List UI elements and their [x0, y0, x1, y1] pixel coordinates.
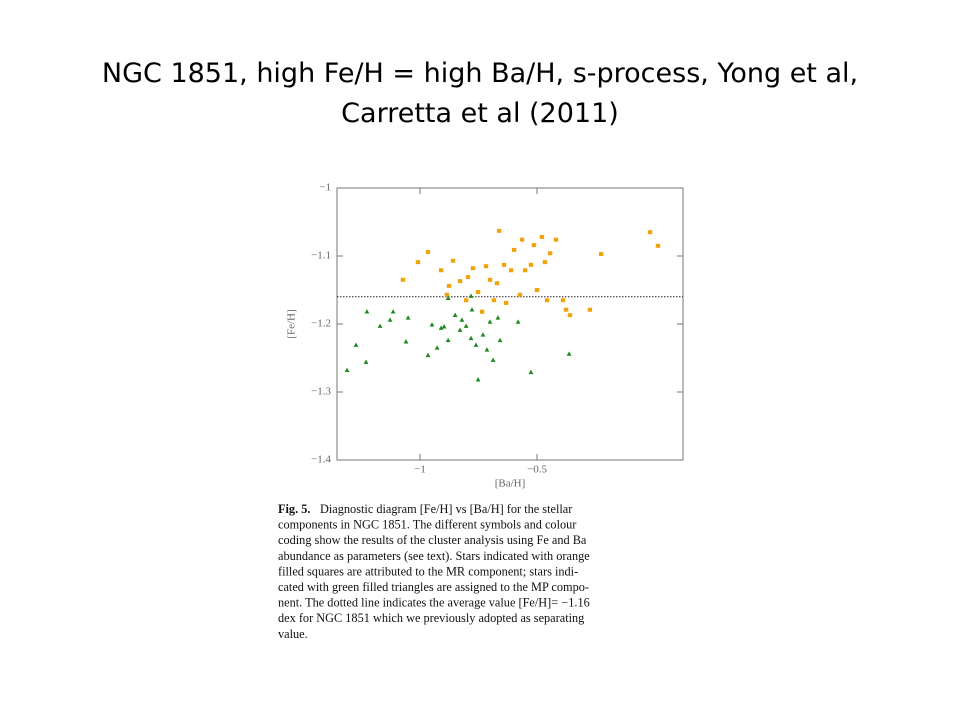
caption-line: nent. The dotted line indicates the aver… — [278, 596, 590, 610]
slide-title: Carretta et al (2011) — [341, 98, 619, 129]
point — [647, 230, 653, 235]
point — [567, 313, 573, 318]
point — [457, 327, 463, 332]
y-axis-label: [Fe/H] — [286, 309, 298, 338]
point — [444, 292, 450, 297]
point — [463, 298, 469, 303]
point — [344, 367, 350, 373]
point — [598, 251, 604, 256]
point — [483, 264, 489, 269]
point — [377, 323, 383, 328]
point — [390, 309, 396, 314]
x-tick-label: −0.5 — [527, 464, 547, 476]
point — [425, 352, 431, 358]
caption-label: Fig. 5. — [278, 502, 310, 516]
point — [468, 335, 474, 341]
point — [405, 315, 411, 320]
point — [441, 324, 447, 329]
point — [517, 292, 523, 297]
point — [468, 293, 474, 298]
point — [501, 262, 507, 267]
x-tick-label: −1 — [414, 464, 426, 476]
point — [400, 277, 406, 282]
point — [465, 275, 471, 280]
point — [353, 342, 359, 347]
point — [487, 319, 493, 324]
point — [534, 288, 540, 292]
point — [475, 377, 481, 382]
y-tick-label: −1.3 — [311, 386, 331, 398]
point — [429, 322, 435, 327]
point — [445, 337, 451, 343]
point — [457, 279, 463, 284]
point — [495, 315, 501, 320]
point — [475, 290, 481, 295]
caption-line: filled squares are attributed to the MR … — [278, 564, 578, 578]
point — [446, 283, 452, 288]
point — [438, 268, 444, 273]
point — [497, 337, 503, 343]
point — [494, 281, 500, 286]
point — [511, 247, 517, 252]
point — [484, 347, 490, 352]
point — [403, 339, 409, 344]
point — [473, 342, 479, 347]
point — [655, 243, 661, 248]
point — [560, 298, 566, 303]
point — [522, 268, 528, 273]
y-tick-label: −1.1 — [311, 250, 331, 262]
caption-line: dex for NGC 1851 which we previously ado… — [278, 611, 584, 625]
point — [487, 277, 493, 282]
point — [452, 312, 458, 317]
point — [415, 260, 421, 265]
caption-line: Diagnostic diagram [Fe/H] vs [Ba/H] for … — [320, 502, 572, 516]
point — [587, 307, 593, 312]
point — [363, 359, 369, 364]
point — [547, 251, 553, 256]
point — [519, 237, 525, 242]
point — [542, 260, 548, 265]
y-tick-label: −1.4 — [311, 454, 331, 466]
point — [470, 266, 476, 271]
caption-line: abundance as parameters (see text). Star… — [278, 549, 590, 563]
plot-frame — [336, 187, 684, 461]
point — [528, 369, 534, 375]
point — [566, 351, 572, 356]
caption-line: coding show the results of the cluster a… — [278, 533, 587, 547]
point — [434, 345, 440, 350]
caption-line: cated with green filled triangles are as… — [278, 580, 589, 594]
point — [469, 307, 475, 312]
point — [463, 323, 469, 328]
point — [425, 249, 431, 254]
point — [528, 262, 534, 267]
point — [445, 295, 451, 300]
y-tick-label: −1 — [319, 182, 331, 194]
point — [387, 317, 393, 322]
point — [544, 298, 550, 303]
point — [503, 300, 509, 305]
point — [508, 268, 514, 273]
point — [491, 298, 497, 303]
point — [438, 325, 444, 330]
point — [480, 332, 486, 337]
caption-line: components in NGC 1851. The different sy… — [278, 518, 576, 532]
point — [490, 357, 496, 362]
slide-title: NGC 1851, high Fe/H = high Ba/H, s-proce… — [102, 58, 858, 89]
caption-line: value. — [278, 627, 308, 641]
point — [479, 309, 485, 314]
y-tick-label: −1.2 — [311, 318, 331, 330]
point — [539, 234, 545, 239]
x-axis-label: [Ba/H] — [495, 478, 526, 490]
point — [563, 307, 569, 312]
point — [553, 237, 559, 242]
point — [531, 243, 537, 248]
point — [450, 258, 456, 263]
point — [515, 319, 521, 324]
point — [459, 317, 465, 322]
point — [364, 309, 370, 314]
point — [496, 228, 502, 233]
